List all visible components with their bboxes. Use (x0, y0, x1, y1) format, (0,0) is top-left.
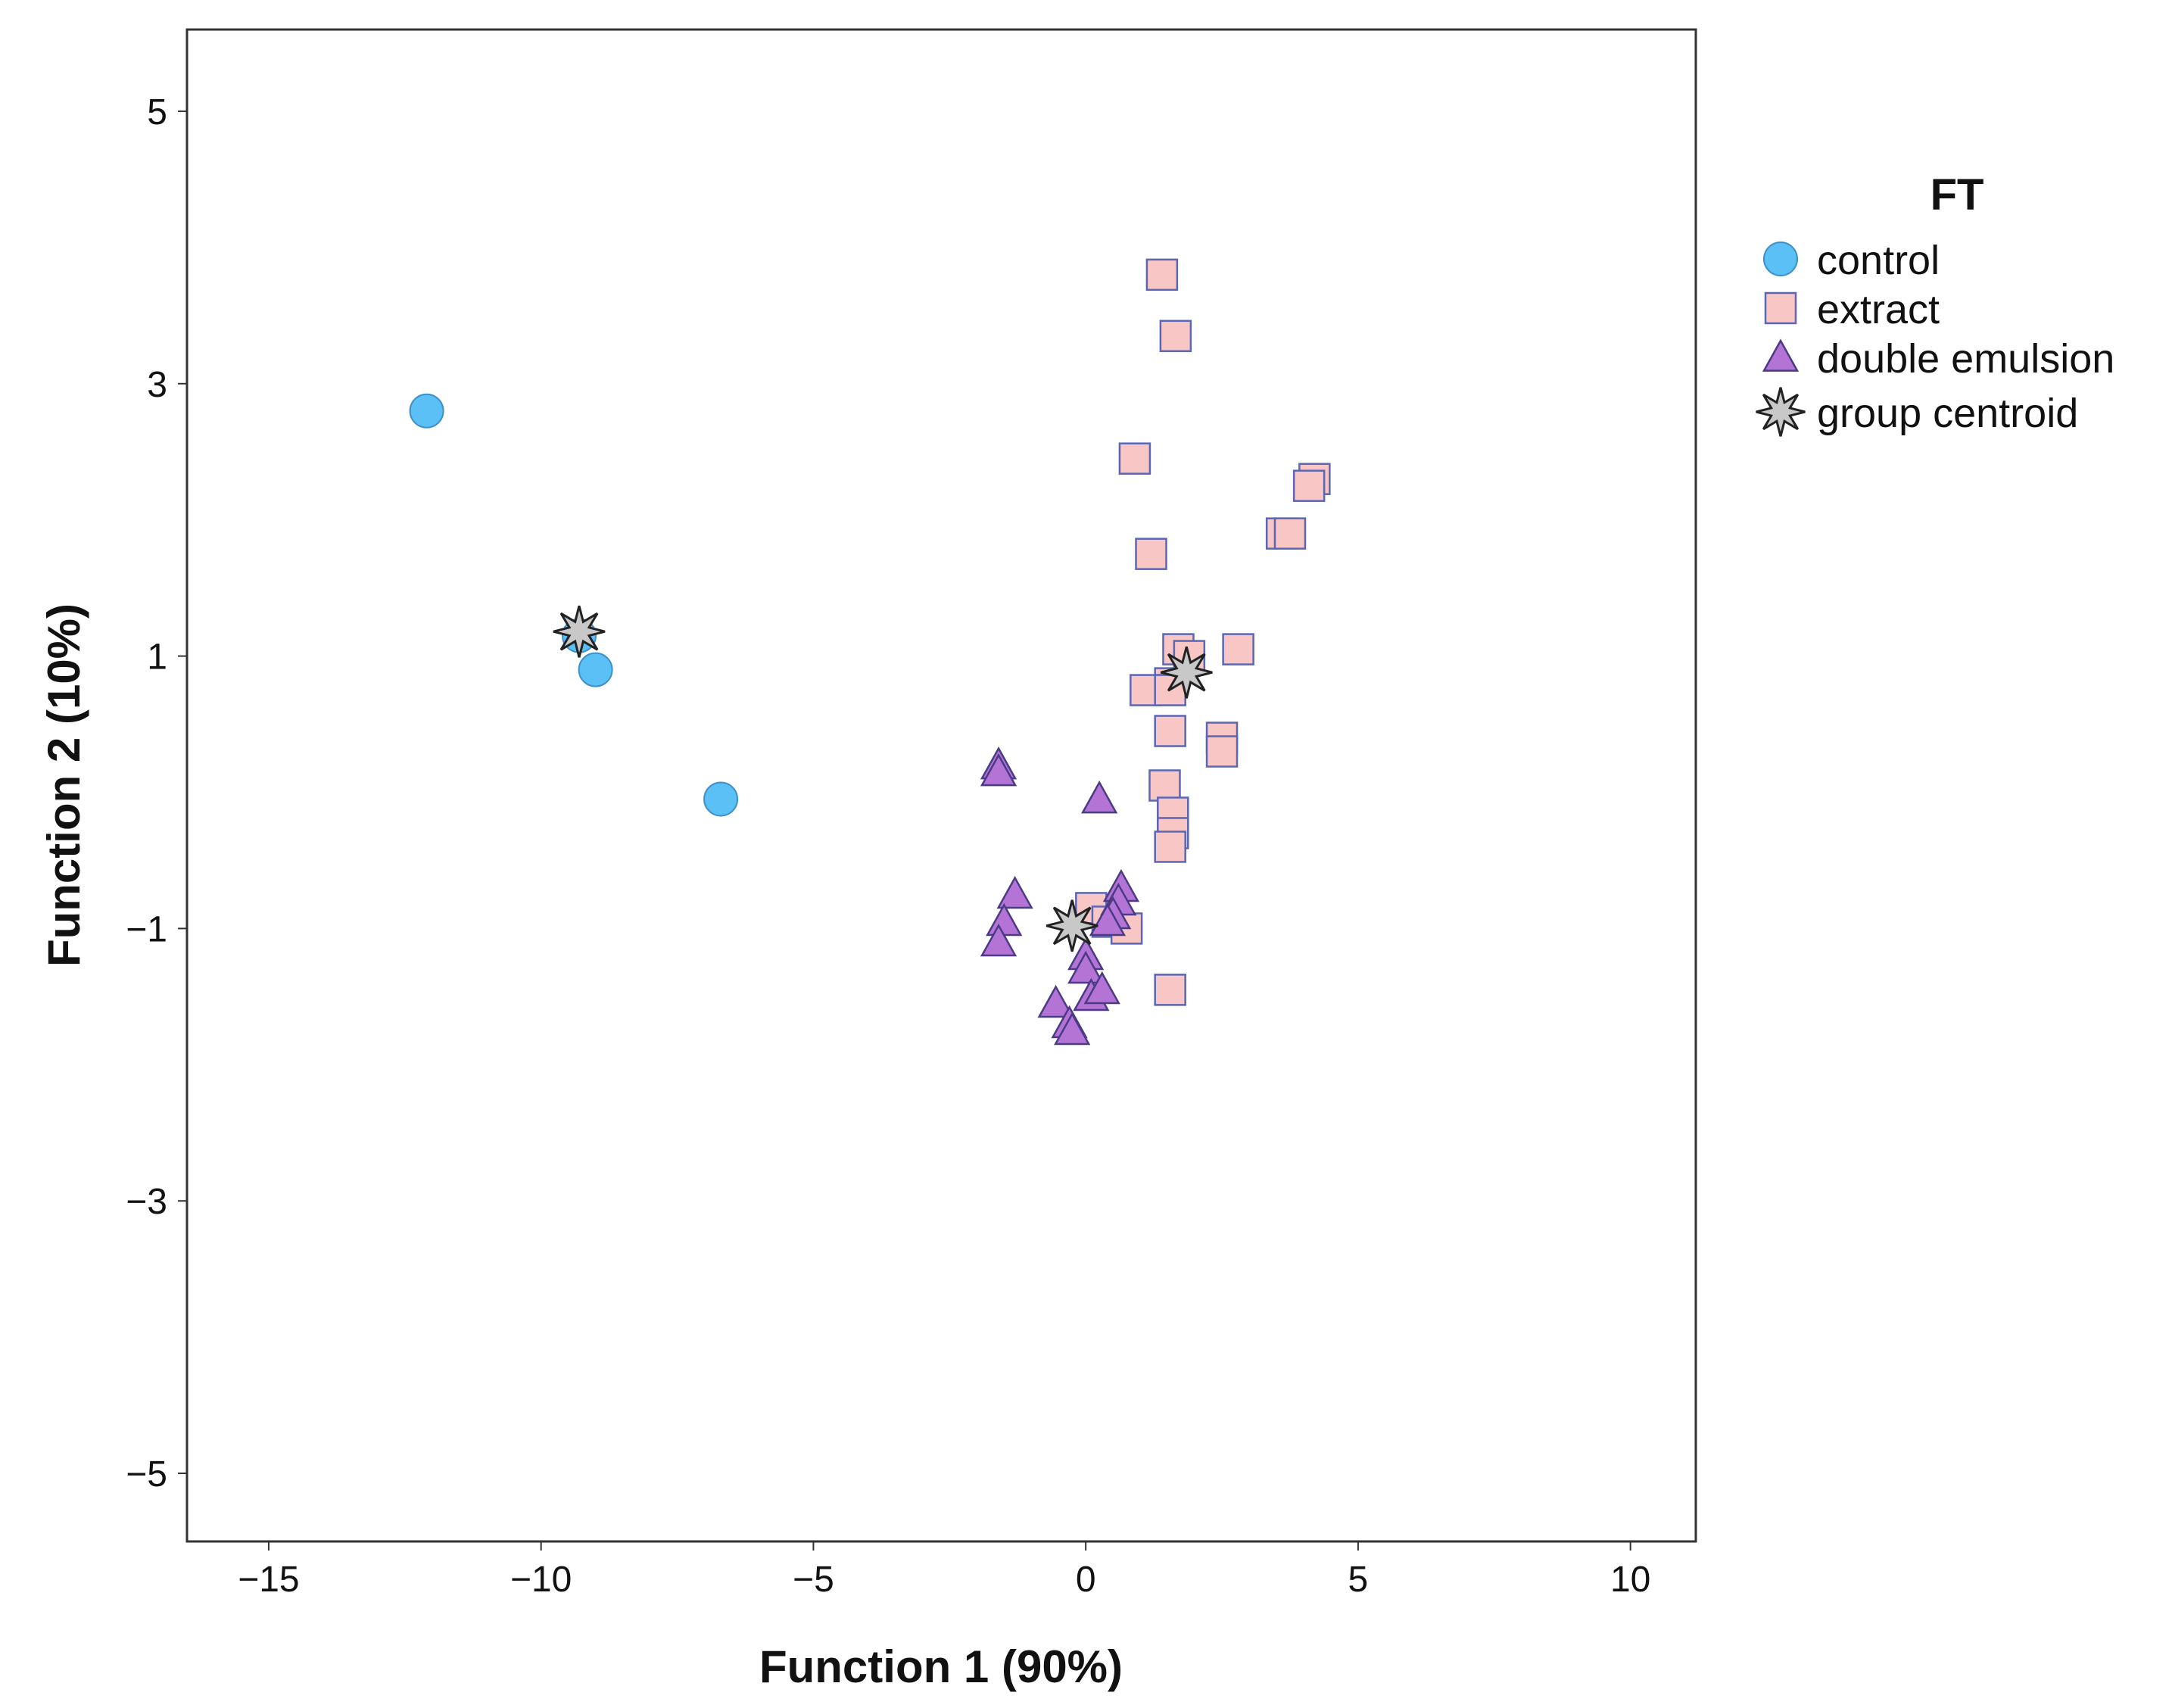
extract-point (1154, 831, 1186, 863)
x-axis-title: Function 1 (90%) (759, 1641, 1123, 1692)
plot-frame (185, 28, 1697, 1543)
x-tick-label: 10 (1610, 1560, 1650, 1600)
x-tick-label: 5 (1348, 1560, 1369, 1600)
double-emulsion-point (1083, 971, 1120, 1005)
control-point (409, 393, 444, 429)
extract-point (1205, 735, 1239, 768)
legend-control-label: control (1817, 238, 1940, 283)
double-emulsion-point (980, 753, 1017, 787)
extract-point (1154, 974, 1186, 1006)
extract-point (1154, 715, 1186, 747)
extract-point (1273, 517, 1307, 550)
legend-double-emulsion-label: double emulsion (1817, 336, 2114, 382)
legend-item-double-emulsion: double emulsion (1762, 336, 2114, 382)
x-axis-ticks: −15 −10 −5 0 5 10 (238, 1541, 1650, 1600)
double-emulsion-point (1037, 984, 1074, 1018)
extract-point (1145, 258, 1179, 291)
legend-item-control: control (1763, 238, 1940, 283)
double-emulsion-point (980, 923, 1017, 957)
x-tick-label: −10 (510, 1560, 572, 1600)
extract-point (1148, 769, 1181, 802)
y-tick-label: 3 (147, 365, 167, 405)
legend-extract-label: extract (1817, 287, 1940, 332)
double-emulsion-point (1089, 902, 1127, 937)
y-tick-label: −5 (126, 1454, 167, 1494)
y-tick-label: 5 (147, 92, 167, 132)
legend-extract-marker (1764, 291, 1797, 325)
extract-point (1159, 319, 1192, 353)
data-points (409, 258, 1331, 1046)
x-tick-label: −5 (793, 1560, 834, 1600)
group-centroid-point (1045, 899, 1098, 952)
y-tick-label: −3 (126, 1182, 167, 1222)
extract-point (1292, 469, 1326, 502)
y-tick-label: −1 (126, 909, 167, 949)
y-axis-ticks: 5 3 1 −1 −3 −5 (126, 92, 187, 1494)
control-point (578, 652, 613, 687)
double-emulsion-point (1054, 1011, 1091, 1046)
y-axis-title: Function 2 (10%) (39, 603, 89, 967)
legend-item-group-centroid: group centroid (1756, 387, 2078, 437)
legend-control-marker (1763, 242, 1798, 276)
group-centroid-point (1160, 646, 1213, 699)
extract-point (1135, 538, 1167, 570)
y-tick-label: 1 (147, 637, 167, 678)
legend-double-emulsion-marker (1762, 338, 1800, 372)
extract-point (1118, 442, 1151, 475)
control-point (703, 781, 739, 817)
group-centroid-point (553, 605, 606, 658)
legend-group-centroid-label: group centroid (1817, 391, 2078, 436)
x-tick-label: −15 (238, 1560, 299, 1600)
legend-title: FT (1930, 170, 1984, 220)
x-tick-label: 0 (1076, 1560, 1096, 1600)
double-emulsion-point (996, 875, 1033, 909)
double-emulsion-point (1081, 780, 1118, 814)
extract-point (1222, 633, 1254, 665)
legend-group-centroid-marker (1756, 387, 1806, 437)
legend-item-extract: extract (1764, 287, 1940, 332)
double-emulsion-point (1067, 950, 1105, 984)
